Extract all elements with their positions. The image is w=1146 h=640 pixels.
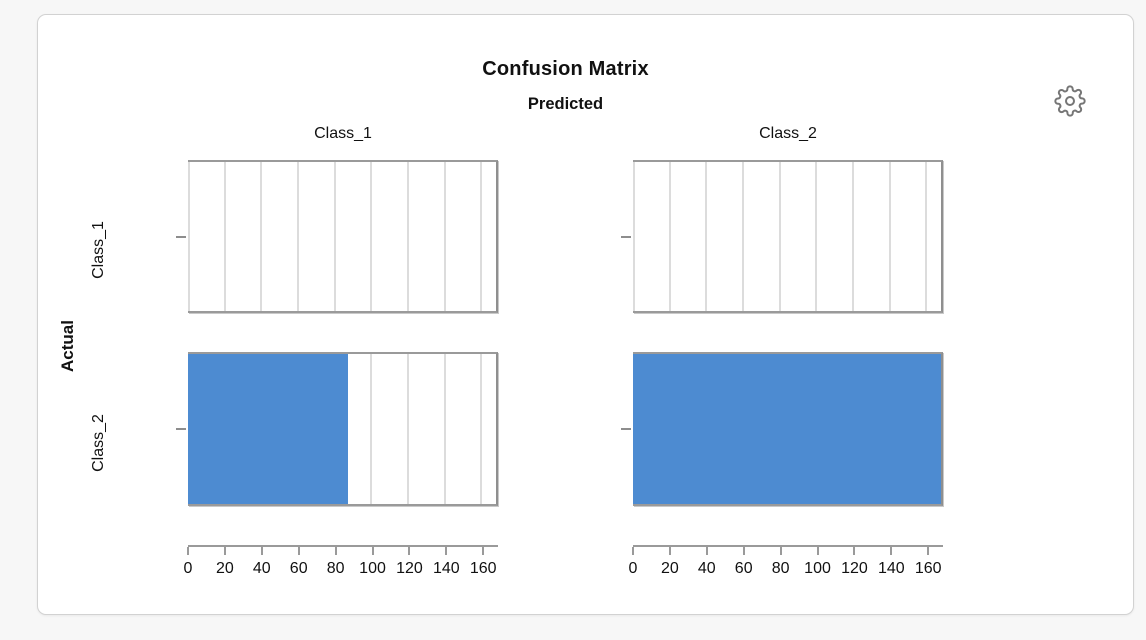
- x-axis-tick-label: 160: [914, 560, 942, 577]
- panel-gridline: [668, 162, 671, 311]
- x-axis-tick-label: 160: [469, 560, 497, 577]
- x-axis-tick: [705, 547, 708, 555]
- x-axis-tick-label: 40: [697, 560, 716, 577]
- x-axis-tick: [742, 547, 745, 555]
- x-axis-tick-label: 20: [215, 560, 234, 577]
- x-axis-0: 0 20 40 60 80 100 120 140 160: [184, 545, 498, 581]
- panel-gridline: [925, 162, 928, 311]
- matrix-cell-panel-r1c1: [621, 352, 943, 506]
- panel-gridline: [260, 162, 263, 311]
- x-axis-line: [633, 545, 943, 547]
- x-axis-tick: [260, 547, 263, 555]
- x-axis-tick: [668, 547, 671, 555]
- x-axis-tick: [482, 547, 485, 555]
- y-axis-tick: [621, 235, 631, 238]
- x-axis-tick: [890, 547, 893, 555]
- x-axis-tick-label: 60: [289, 560, 308, 577]
- x-axis-tick-label: 20: [660, 560, 679, 577]
- panel-gridline: [778, 162, 781, 311]
- y-axis-tick: [176, 235, 186, 238]
- matrix-cell-panel-r1c0: [176, 352, 498, 506]
- panel-gridline: [480, 354, 483, 504]
- x-axis-tick: [371, 547, 374, 555]
- x-axis-tick: [632, 547, 634, 555]
- x-axis-tick-label: 80: [326, 560, 345, 577]
- panel-gridline: [407, 162, 409, 311]
- chart-title: Confusion Matrix: [482, 58, 649, 80]
- panel-gridline: [443, 354, 446, 504]
- facet-column-axis-title: Predicted: [527, 95, 604, 113]
- x-axis-tick: [816, 547, 819, 555]
- panel-gridline: [333, 162, 336, 311]
- panel-gridline: [742, 162, 744, 311]
- x-axis-tick-label: 40: [252, 560, 271, 577]
- facet-column-label-class-1: Class_1: [314, 125, 372, 142]
- x-axis-tick-label: 0: [628, 560, 638, 577]
- x-axis-tick-label: 80: [771, 560, 790, 577]
- x-axis-tick-label: 140: [877, 560, 905, 577]
- panel-left-edge: [633, 162, 635, 311]
- x-axis-tick: [334, 547, 337, 555]
- panel-gridline: [852, 162, 854, 311]
- x-axis-tick-label: 100: [359, 560, 386, 577]
- x-axis-tick: [779, 547, 782, 555]
- facet-row-label-class-1: Class_1: [90, 221, 107, 279]
- panel-gridline: [370, 354, 373, 504]
- x-axis-tick-label: 0: [183, 560, 193, 577]
- x-axis-tick: [927, 547, 930, 555]
- panel-gridline: [223, 162, 226, 311]
- x-axis-line: [188, 545, 498, 547]
- x-axis-tick-label: 60: [734, 560, 753, 577]
- x-axis-tick: [187, 547, 189, 555]
- y-axis-tick: [621, 428, 631, 430]
- x-axis-tick: [223, 547, 226, 555]
- panel-left-edge: [188, 162, 190, 311]
- x-axis-1: 0 20 40 60 80 100 120 140 160: [629, 545, 943, 581]
- panel-gridline: [370, 162, 373, 311]
- x-axis-tick-label: 100: [804, 560, 831, 577]
- panel-gridline: [705, 162, 708, 311]
- x-axis-tick-label: 120: [841, 560, 868, 577]
- panel-gridline: [407, 354, 409, 504]
- panel-gridline: [888, 162, 891, 311]
- x-axis-tick: [853, 547, 856, 555]
- settings-gear-button[interactable]: [1054, 85, 1086, 117]
- facet-row-label-class-2: Class_2: [90, 414, 107, 472]
- gear-icon: [1054, 85, 1086, 117]
- x-axis-tick: [445, 547, 448, 555]
- y-axis-tick: [176, 428, 186, 430]
- matrix-cell-panel-r0c1: [621, 160, 943, 313]
- count-bar-class_2-class_1: [188, 354, 348, 504]
- plot-card: Confusion Matrix Predicted Class_1 Class…: [37, 14, 1134, 615]
- count-bar-class_2-class_2: [633, 354, 941, 504]
- x-axis-tick: [297, 547, 300, 555]
- panel-gridline: [480, 162, 483, 311]
- panel-gridline: [815, 162, 818, 311]
- y-axis-title: Actual: [58, 320, 77, 372]
- facet-column-label-class-2: Class_2: [759, 125, 817, 142]
- x-axis-tick-label: 120: [396, 560, 423, 577]
- x-axis-tick-label: 140: [432, 560, 460, 577]
- x-axis-tick: [408, 547, 411, 555]
- panel-gridline: [443, 162, 446, 311]
- panel-gridline: [297, 162, 299, 311]
- matrix-cell-panel-r0c0: [176, 160, 498, 313]
